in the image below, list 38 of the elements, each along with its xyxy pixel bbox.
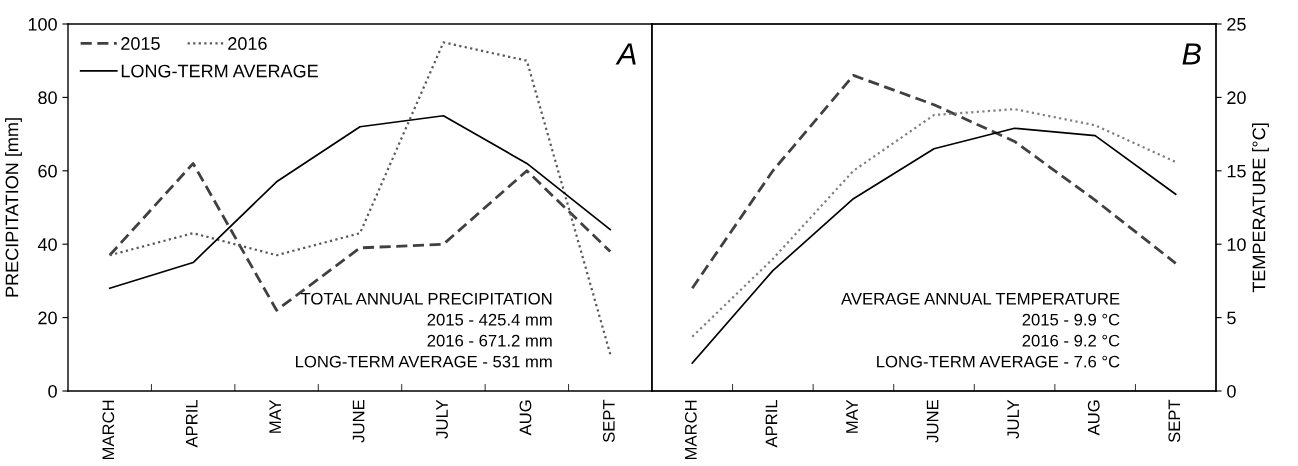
x-tick-label: APRIL: [765, 399, 778, 448]
y-tick-label: 100: [28, 17, 57, 31]
annotation: AVERAGE ANNUAL TEMPERATURE 2015 - 9.9 °C 2016 - 9.2 °C LONG-TERM AVERAGE - 7.6 °C: [841, 292, 1120, 368]
line-series: [690, 73, 1178, 290]
x-tick-label: JUNE: [352, 400, 365, 443]
y2-tick-label: 25: [1227, 17, 1246, 31]
y2-tick-label: 20: [1227, 91, 1246, 105]
x-tick-label: JUNE: [926, 400, 939, 443]
x-tick-label: MAY: [846, 399, 858, 433]
annotation: TOTAL ANNUAL PRECIPITATION 2015 - 425.4 mm 2016 - 671.2 mm LONG-TERM AVERAGE - 531 mm: [296, 292, 552, 368]
y-tick-label: 60: [38, 164, 57, 178]
y-tick-label: 0: [48, 384, 57, 398]
legend-label: LONG-TERM AVERAGE: [121, 64, 318, 78]
x-tick-label: JULY: [1007, 399, 1020, 439]
x-tick-label: AUG: [1087, 400, 1100, 436]
y-axis-title: PRECIPITATION [mm]: [5, 118, 22, 297]
legend-label: 2015: [121, 37, 160, 50]
y-tick-label: 40: [37, 238, 57, 251]
x-tick-label: AUG: [519, 400, 532, 436]
legend-label: 2016: [228, 37, 267, 50]
annotation: B: [1182, 43, 1201, 65]
annotation: A: [615, 43, 636, 65]
y-tick-label: 20: [38, 311, 57, 325]
x-tick-label: MAY: [269, 399, 281, 433]
x-tick-label: SEPT: [1168, 399, 1181, 443]
y2-tick-label: 15: [1227, 164, 1246, 178]
y2-tick-label: 10: [1227, 238, 1246, 251]
x-tick-label: JULY: [436, 399, 448, 439]
x-tick-label: SEPT: [602, 399, 615, 443]
x-tick-label: MARCH: [102, 400, 115, 460]
y-tick-label: 80: [38, 91, 57, 105]
x-tick-label: APRIL: [185, 399, 198, 448]
y2-tick-label: 0: [1227, 384, 1236, 398]
y2-tick-label: 5: [1227, 311, 1236, 325]
line-series: [108, 162, 612, 312]
line-series: [108, 114, 612, 290]
x-tick-label: MARCH: [684, 400, 697, 460]
y2-axis-title: TEMPERATURE [°C]: [1252, 123, 1269, 293]
